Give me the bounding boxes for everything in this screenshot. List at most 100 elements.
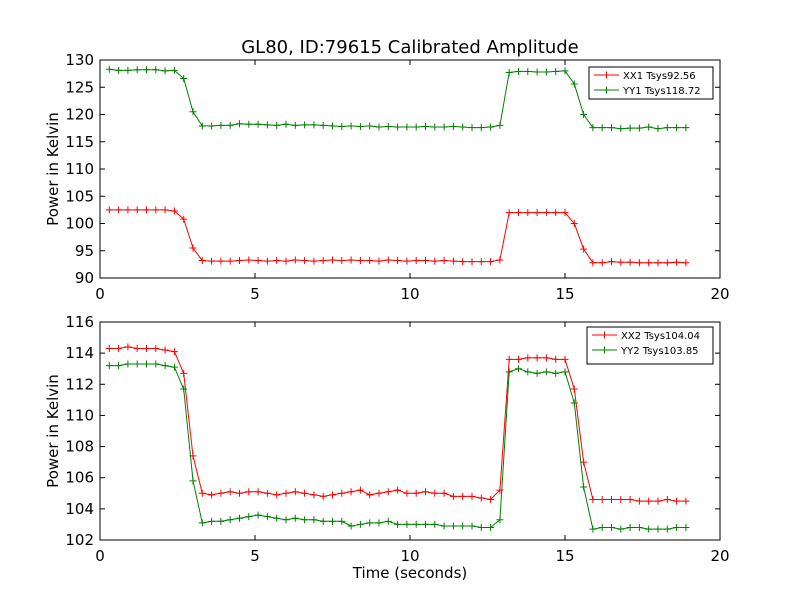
x-tick-label: 15 (555, 547, 574, 565)
x-tick-label: 5 (250, 547, 260, 565)
data-point (617, 496, 625, 504)
data-point (115, 362, 123, 370)
data-point (124, 360, 132, 368)
data-point (291, 256, 299, 264)
y-tick-label: 102 (65, 531, 94, 549)
data-point (440, 489, 448, 497)
data-point (635, 524, 643, 532)
legend: XX2 Tsys104.04 YY2 Tsys103.85 (586, 326, 714, 365)
data-point (198, 489, 206, 497)
data-point (384, 488, 392, 496)
data-point (329, 256, 336, 264)
data-point (645, 525, 653, 533)
data-point (487, 258, 495, 266)
data-point (263, 121, 271, 129)
data-point (198, 122, 206, 130)
data-point (673, 497, 681, 505)
x-axis-label: Time (seconds) (352, 564, 468, 582)
data-point (301, 257, 309, 265)
data-point (273, 257, 281, 265)
data-point (477, 258, 485, 266)
x-tick-label: 10 (400, 285, 419, 303)
data-point (338, 122, 346, 130)
data-point (245, 256, 253, 264)
data-point (263, 489, 271, 497)
data-point (236, 120, 243, 128)
data-point (226, 121, 234, 129)
data-point (505, 69, 513, 77)
y-tick-label: 106 (65, 469, 94, 487)
data-point (570, 80, 578, 88)
data-point (635, 124, 643, 132)
data-point (319, 121, 327, 129)
data-point (375, 519, 383, 527)
data-point (589, 525, 597, 533)
data-point (552, 355, 560, 363)
data-point (561, 355, 569, 363)
data-point (533, 209, 541, 217)
data-point (208, 257, 216, 265)
data-point (189, 108, 197, 116)
data-point (394, 123, 402, 131)
data-point (282, 257, 290, 265)
data-point (394, 520, 402, 528)
data-point (115, 206, 123, 214)
data-point (394, 257, 402, 265)
data-point (468, 492, 476, 500)
data-point (515, 67, 522, 75)
data-point (663, 525, 671, 533)
data-point (245, 513, 253, 521)
data-point (412, 489, 420, 497)
data-point (291, 121, 299, 129)
data-point (468, 522, 476, 530)
data-point (282, 489, 290, 497)
data-point (282, 120, 290, 128)
y-tick-label: 100 (65, 215, 94, 233)
data-point (580, 245, 588, 253)
data-point (449, 257, 457, 265)
data-point (236, 489, 243, 497)
data-point (440, 522, 448, 530)
y-tick-label: 112 (65, 375, 94, 393)
data-point (422, 257, 429, 265)
y-tick-label: 95 (75, 242, 94, 260)
legend-marker (601, 331, 608, 339)
data-point (422, 520, 429, 528)
data-point (291, 514, 299, 522)
data-point (161, 67, 169, 75)
data-point (645, 259, 653, 267)
data-point (542, 209, 550, 217)
data-point (263, 513, 271, 521)
data-point (524, 67, 532, 75)
data-point (608, 524, 615, 532)
data-point (347, 256, 355, 264)
data-point (468, 124, 476, 132)
data-point (542, 68, 550, 76)
data-point (152, 360, 160, 368)
data-point (329, 491, 336, 499)
legend-frame (588, 66, 714, 100)
data-point (375, 123, 383, 131)
data-point (682, 524, 690, 532)
series-1 (105, 360, 690, 533)
data-point (552, 67, 560, 75)
data-point (133, 344, 141, 352)
legend-label: XX2 Tsys104.04 (621, 331, 700, 342)
data-point (170, 207, 178, 215)
data-point (626, 496, 634, 504)
data-point (449, 492, 457, 500)
data-point (384, 122, 392, 130)
data-point (310, 121, 318, 129)
data-point (338, 257, 346, 265)
data-point (533, 354, 541, 362)
data-point (356, 520, 364, 528)
data-point (254, 511, 262, 519)
data-point (533, 68, 541, 76)
data-point (236, 514, 243, 522)
data-point (617, 125, 625, 133)
data-point (105, 65, 113, 73)
data-point (161, 206, 169, 214)
data-point (226, 257, 234, 265)
data-point (663, 124, 671, 132)
data-point (170, 363, 178, 371)
